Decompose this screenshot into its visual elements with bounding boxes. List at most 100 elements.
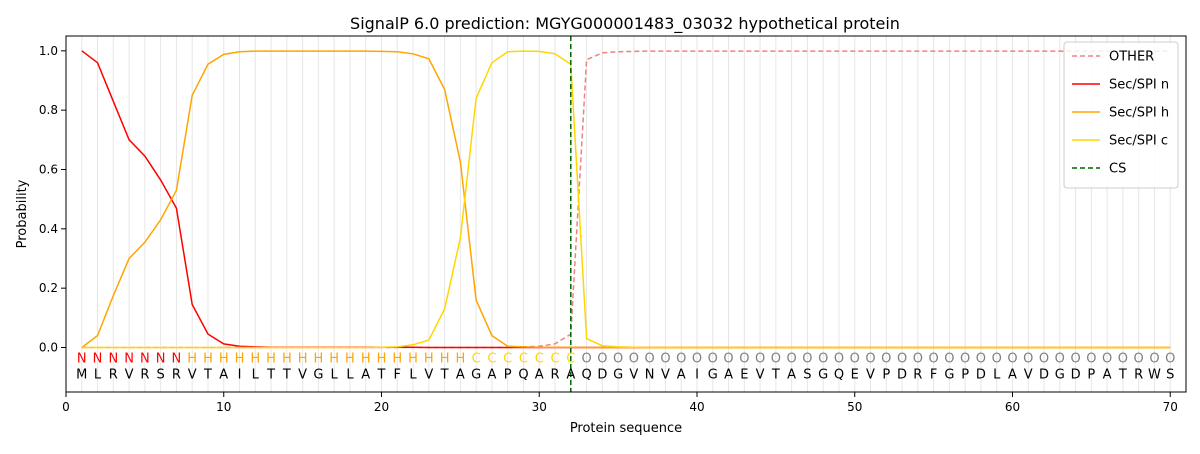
residue-letter: A xyxy=(219,368,228,383)
region-label: N xyxy=(156,351,166,366)
x-tick-label: 30 xyxy=(532,400,547,414)
residue-letter: Q xyxy=(581,368,591,383)
residue-letter: P xyxy=(961,368,969,383)
region-label: O xyxy=(818,351,828,366)
residue-letter: R xyxy=(172,368,181,383)
plot-frame xyxy=(65,35,1187,393)
region-label: O xyxy=(660,351,670,366)
residue-letter: I xyxy=(695,368,699,383)
region-label: O xyxy=(897,351,907,366)
x-tick-label: 70 xyxy=(1163,400,1178,414)
region-label: H xyxy=(345,351,355,366)
region-label: O xyxy=(865,351,875,366)
region-label: O xyxy=(755,351,765,366)
region-label: H xyxy=(361,351,371,366)
region-label: H xyxy=(282,351,292,366)
residue-letter: T xyxy=(203,368,212,383)
legend-label: CS xyxy=(1109,162,1126,177)
residue-letter: L xyxy=(331,368,339,383)
region-label: H xyxy=(250,351,260,366)
residue-letter: E xyxy=(851,368,859,383)
region-label: H xyxy=(203,351,213,366)
residue-letter: V xyxy=(866,368,875,383)
residue-letter: V xyxy=(629,368,638,383)
axis-layer: 0 10 20 30 40 50 60 70 0.0 0.2 0.4 0.6 0.8 1.0 xyxy=(39,44,1178,414)
region-label: O xyxy=(1149,351,1159,366)
region-label: H xyxy=(219,351,229,366)
region-label: N xyxy=(108,351,118,366)
residue-letter: G xyxy=(1055,368,1065,383)
residue-letter: T xyxy=(282,368,291,383)
residue-letter: A xyxy=(535,368,544,383)
y-tick-label: 0.8 xyxy=(39,103,58,117)
x-tick-label: 40 xyxy=(689,400,704,414)
region-label: O xyxy=(913,351,923,366)
residue-letter: T xyxy=(1118,368,1127,383)
residue-letter: D xyxy=(976,368,986,383)
residue-letter: A xyxy=(787,368,796,383)
region-label: O xyxy=(739,351,749,366)
region-label: O xyxy=(1118,351,1128,366)
legend-box xyxy=(1063,41,1179,189)
region-label: N xyxy=(124,351,134,366)
region-label: N xyxy=(140,351,150,366)
residue-letter: A xyxy=(456,368,465,383)
residue-letter: R xyxy=(1134,368,1143,383)
region-label: C xyxy=(566,351,575,366)
series-line-other xyxy=(81,50,1171,349)
residue-letter: D xyxy=(1039,368,1049,383)
residue-letter: V xyxy=(756,368,765,383)
residue-letter: A xyxy=(1008,368,1017,383)
residue-letter: V xyxy=(661,368,670,383)
grid-layer xyxy=(81,36,1171,392)
region-label: H xyxy=(424,351,434,366)
residue-letter: L xyxy=(346,368,354,383)
region-label: H xyxy=(298,351,308,366)
residue-letter: V xyxy=(1024,368,1033,383)
region-label: O xyxy=(1039,351,1049,366)
region-label: O xyxy=(834,351,844,366)
legend-label: Sec/SPI h xyxy=(1109,106,1169,121)
residue-letter: A xyxy=(566,368,575,383)
region-label: O xyxy=(771,351,781,366)
region-label: O xyxy=(692,351,702,366)
region-label: O xyxy=(1070,351,1080,366)
residue-letter: S xyxy=(803,368,811,383)
residue-letter: A xyxy=(361,368,370,383)
residue-letter: D xyxy=(897,368,907,383)
residue-letter: L xyxy=(409,368,417,383)
region-label: O xyxy=(613,351,623,366)
series-layer xyxy=(81,36,1171,392)
residue-letter: A xyxy=(487,368,496,383)
region-label: O xyxy=(708,351,718,366)
residue-letter: Q xyxy=(834,368,844,383)
x-tick-label: 0 xyxy=(62,400,70,414)
x-tick-label: 20 xyxy=(374,400,389,414)
series-line-sec-spi-n xyxy=(81,50,1171,349)
y-tick-label: 0.2 xyxy=(39,281,58,295)
x-tick-label: 10 xyxy=(216,400,231,414)
region-label: H xyxy=(314,351,324,366)
residue-letter: T xyxy=(440,368,449,383)
residue-letter: L xyxy=(993,368,1001,383)
region-label: O xyxy=(944,351,954,366)
region-label: H xyxy=(455,351,465,366)
region-label: H xyxy=(377,351,387,366)
x-tick-label: 50 xyxy=(847,400,862,414)
residue-letter: F xyxy=(394,368,401,383)
residue-letter: G xyxy=(818,368,828,383)
residue-letter: F xyxy=(930,368,937,383)
region-label: O xyxy=(1023,351,1033,366)
region-label: H xyxy=(440,351,450,366)
residue-letter: R xyxy=(913,368,922,383)
region-label: O xyxy=(881,351,891,366)
region-label: O xyxy=(629,351,639,366)
x-tick-label: 60 xyxy=(1005,400,1020,414)
region-label: O xyxy=(597,351,607,366)
residue-letter: R xyxy=(140,368,149,383)
chart-title: SignalP 6.0 prediction: MGYG000001483_03… xyxy=(350,14,900,34)
residue-letter: P xyxy=(882,368,890,383)
sequence-layer: NMNLNRNVNRNSNRHVHTHAHIHLHTHTHVHGHLHLHAHT… xyxy=(76,351,1175,382)
legend: OTHER Sec/SPI n Sec/SPI h Sec/SPI c CS xyxy=(1063,41,1179,189)
